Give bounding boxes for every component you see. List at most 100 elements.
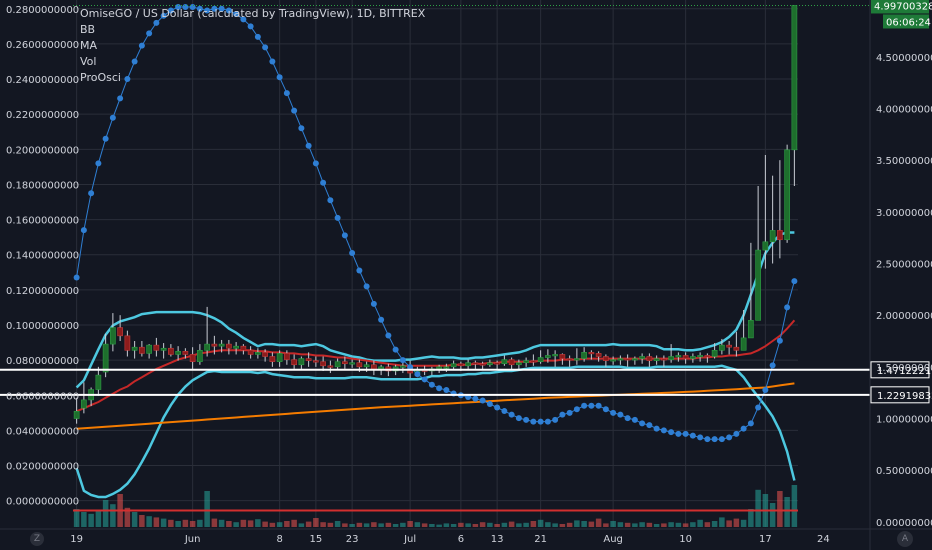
candle-body[interactable] (661, 358, 667, 361)
candle-body[interactable] (537, 357, 544, 362)
candle-body[interactable] (624, 358, 631, 361)
candle-body[interactable] (704, 355, 711, 358)
indicator-proosci[interactable]: ProOsci (80, 71, 121, 84)
candle-body[interactable] (595, 353, 602, 357)
candle-body[interactable] (363, 364, 370, 368)
indicator-vol[interactable]: Vol (80, 55, 97, 68)
candle-body[interactable] (719, 344, 725, 351)
candle-body[interactable] (494, 362, 500, 365)
candle-body[interactable] (458, 363, 464, 367)
horizontal-levels[interactable]: 1.47122211 1.22919832 4.99700328 06:06:24 (0, 0, 932, 404)
candle-body[interactable] (102, 343, 109, 373)
candle-body[interactable] (740, 337, 747, 351)
candle-body[interactable] (334, 361, 341, 368)
candle-body[interactable] (639, 356, 645, 359)
candle-body[interactable] (436, 366, 442, 370)
candle-body[interactable] (95, 374, 102, 390)
candle-body[interactable] (646, 356, 653, 361)
candle-body[interactable] (545, 355, 551, 358)
candle-body[interactable] (487, 362, 493, 366)
candle-body[interactable] (342, 361, 348, 365)
candle-body[interactable] (226, 343, 232, 349)
candle-body[interactable] (668, 356, 674, 360)
candle-body[interactable] (465, 362, 471, 367)
candle-body[interactable] (566, 358, 573, 361)
candle-body[interactable] (81, 399, 87, 409)
candle-body[interactable] (189, 354, 196, 362)
candle-body[interactable] (610, 359, 616, 362)
candle-body[interactable] (733, 346, 740, 351)
candle-body[interactable] (233, 345, 239, 349)
candle-body[interactable] (552, 354, 558, 357)
candle-body[interactable] (726, 344, 732, 348)
candle-body[interactable] (131, 346, 138, 351)
candle-body[interactable] (588, 352, 595, 355)
candle-body[interactable] (523, 360, 529, 363)
candle-body[interactable] (356, 362, 363, 368)
candle-body[interactable] (632, 358, 638, 361)
candle-body[interactable] (146, 344, 152, 354)
candle-body[interactable] (255, 352, 261, 355)
candle-body[interactable] (175, 351, 181, 355)
candle-body[interactable] (769, 230, 776, 243)
candle-body[interactable] (711, 349, 718, 357)
candle-body[interactable] (653, 358, 660, 361)
candle-body[interactable] (168, 347, 174, 355)
candle-body[interactable] (320, 361, 326, 367)
candle-body[interactable] (110, 327, 116, 345)
candle-body[interactable] (327, 365, 334, 368)
candle-body[interactable] (617, 358, 624, 361)
candle-body[interactable] (675, 355, 682, 358)
candles[interactable] (73, 5, 798, 424)
candle-body[interactable] (349, 362, 355, 365)
candle-body[interactable] (784, 149, 790, 241)
candle-body[interactable] (247, 349, 254, 355)
candle-body[interactable] (284, 353, 290, 360)
candle-body[interactable] (240, 345, 247, 351)
candle-body[interactable] (479, 363, 486, 366)
candle-body[interactable] (276, 353, 283, 362)
candle-body[interactable] (218, 343, 225, 347)
candle-body[interactable] (682, 355, 689, 359)
candle-body[interactable] (400, 365, 406, 368)
candle-body[interactable] (508, 359, 515, 366)
tradingview-logo-icon[interactable]: Z (30, 532, 44, 546)
candle-body[interactable] (443, 366, 450, 369)
candle-body[interactable] (269, 356, 276, 362)
candle-body[interactable] (581, 352, 587, 359)
candle-body[interactable] (791, 5, 798, 151)
candle-body[interactable] (472, 362, 479, 365)
candle-body[interactable] (182, 351, 189, 355)
candle-body[interactable] (313, 360, 319, 363)
candle-body[interactable] (139, 346, 145, 354)
candle-body[interactable] (501, 359, 508, 365)
candle-body[interactable] (73, 410, 80, 419)
candle-body[interactable] (124, 335, 131, 351)
candle-body[interactable] (298, 358, 305, 366)
candle-body[interactable] (697, 355, 703, 358)
candle-body[interactable] (117, 327, 123, 337)
auto-scale-button[interactable]: A (897, 531, 913, 547)
indicator-bb[interactable]: BB (80, 23, 96, 36)
candle-body[interactable] (755, 249, 761, 321)
candle-body[interactable] (530, 360, 537, 363)
candle-body[interactable] (211, 343, 218, 347)
candle-body[interactable] (305, 358, 312, 361)
candle-body[interactable] (748, 320, 754, 339)
candle-body[interactable] (516, 362, 522, 366)
candle-body[interactable] (197, 349, 203, 362)
candle-body[interactable] (559, 354, 566, 359)
candle-body[interactable] (777, 230, 783, 241)
candle-body[interactable] (574, 358, 580, 361)
candle-body[interactable] (204, 343, 210, 351)
candle-body[interactable] (690, 356, 696, 359)
indicator-ma[interactable]: MA (80, 39, 98, 52)
candle-body[interactable] (603, 356, 609, 361)
candle-body[interactable] (262, 352, 268, 357)
candle-body[interactable] (450, 363, 457, 368)
candle-body[interactable] (153, 344, 160, 351)
candle-body[interactable] (160, 347, 167, 351)
candle-body[interactable] (291, 359, 297, 366)
